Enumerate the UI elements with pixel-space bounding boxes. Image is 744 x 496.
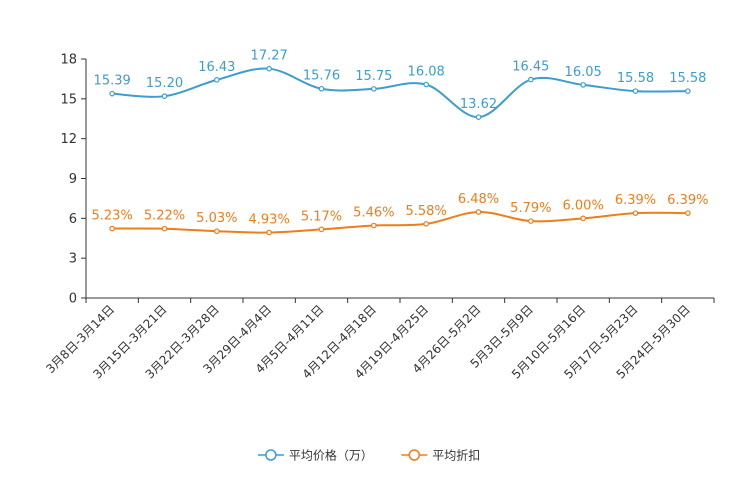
data-label: 15.39 (94, 74, 131, 89)
data-label: 16.05 (565, 65, 602, 80)
data-label: 16.45 (512, 60, 549, 75)
data-label: 5.23% (92, 209, 133, 224)
series-0: 15.39 15.20 16.43 17.27 15.76 15.75 16.08 13.62… (94, 49, 706, 120)
data-label: 15.58 (617, 71, 654, 86)
data-point (632, 210, 639, 216)
series-1: 5.23% 5.22% 5.03% 4.93% 5.17% 5.46% 5.58% 6.48%… (92, 192, 708, 236)
data-point (371, 222, 377, 229)
y-tick-label: 3 (69, 252, 77, 267)
data-point (371, 86, 377, 92)
y-tick-label: 18 (60, 53, 77, 68)
series-layer: 15.39 15.20 16.43 17.27 15.76 15.75 16.08 13.62… (92, 49, 708, 236)
data-label: 5.17% (301, 209, 342, 224)
data-point (580, 82, 586, 88)
data-label: 6.00% (563, 198, 604, 213)
legend-label: 平均价格（万） (289, 448, 373, 463)
data-point (423, 81, 429, 88)
data-label: 6.39% (667, 193, 708, 208)
data-label: 5.79% (510, 201, 551, 216)
data-point (109, 225, 115, 232)
data-point (475, 114, 482, 120)
data-label: 16.08 (408, 64, 445, 79)
data-label: 5.58% (406, 204, 447, 219)
legend-label: 平均折扣 (432, 448, 480, 463)
data-label: 16.43 (198, 60, 235, 75)
data-point (318, 226, 325, 233)
legend[interactable]: 平均价格（万） 平均折扣 (257, 448, 480, 463)
data-point (423, 221, 429, 227)
data-point (528, 218, 534, 224)
data-label: 15.58 (669, 71, 706, 86)
data-label: 13.62 (460, 97, 497, 112)
data-point (528, 76, 534, 83)
y-tick-label: 9 (69, 172, 77, 187)
data-point (475, 209, 482, 215)
legend-marker-icon (408, 449, 421, 461)
data-label: 6.39% (615, 193, 656, 208)
y-tick-label: 12 (60, 132, 77, 147)
legend-item-1[interactable]: 平均折扣 (401, 448, 480, 463)
data-label: 6.48% (458, 192, 499, 207)
data-label: 5.46% (353, 206, 394, 221)
data-point (109, 90, 115, 97)
data-point (214, 228, 220, 235)
data-label: 15.76 (303, 69, 340, 84)
legend-item-0[interactable]: 平均价格（万） (257, 448, 373, 463)
data-point (632, 88, 639, 94)
data-point (685, 210, 691, 216)
data-label: 4.93% (249, 213, 290, 228)
y-tick-label: 0 (69, 292, 77, 307)
data-label: 5.03% (196, 211, 237, 226)
data-point (161, 225, 168, 232)
data-label: 5.22% (144, 209, 185, 224)
y-tick-label: 6 (69, 212, 77, 227)
y-tick-label: 15 (60, 92, 77, 107)
data-point (266, 65, 272, 72)
data-point (214, 77, 220, 83)
data-label: 15.75 (355, 69, 392, 84)
data-label: 17.27 (251, 49, 288, 64)
data-point (580, 215, 586, 222)
data-label: 15.20 (146, 76, 183, 91)
data-point (318, 85, 325, 92)
data-point (161, 93, 168, 99)
data-point (266, 229, 272, 236)
legend-marker-icon (265, 449, 277, 461)
series-line (112, 210, 688, 234)
data-point (685, 88, 691, 94)
